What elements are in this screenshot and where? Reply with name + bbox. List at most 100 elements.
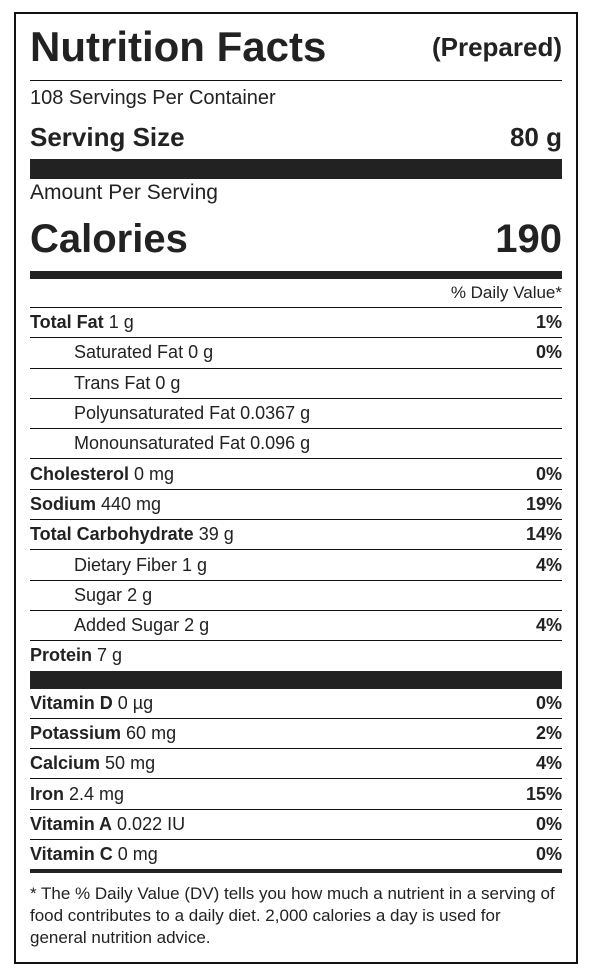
nutrient-row: Added Sugar 2 g 4% bbox=[30, 609, 562, 640]
nutrient-amount: 1 g bbox=[108, 312, 134, 333]
nutrient-amount: 60 mg bbox=[126, 723, 177, 743]
nutrient-name: Protein bbox=[30, 645, 93, 666]
nutrient: Total Carbohydrate 39 g bbox=[30, 524, 234, 545]
nutrient-row: Total Carbohydrate 39 g 14% bbox=[30, 519, 562, 549]
nutrient-amount: 0 g bbox=[188, 342, 214, 363]
nutrient-amount: 0.022 IU bbox=[117, 813, 186, 834]
nutrient-row: Vitamin C 0 mg 0% bbox=[30, 839, 562, 869]
nutrient-name: Vitamin A bbox=[30, 813, 113, 834]
nutrient-name: Vitamin C bbox=[30, 844, 113, 865]
nutrient: Vitamin D 0 µg bbox=[30, 693, 153, 714]
nutrient-amount: 0.096 g bbox=[250, 433, 311, 454]
nutrient: Trans Fat 0 g bbox=[74, 373, 180, 394]
nutrient-amount: 440 mg bbox=[101, 493, 162, 514]
dv-heading-row: % Daily Value* bbox=[30, 279, 562, 307]
daily-value: 19% bbox=[525, 493, 562, 514]
calories-row: Calories 190 bbox=[30, 207, 562, 271]
nutrient: Vitamin C 0 mg bbox=[30, 844, 158, 865]
nutrient-name: Sugar bbox=[74, 584, 123, 605]
nutrient-name: Sodium bbox=[30, 493, 96, 514]
nutrient: Added Sugar 2 g bbox=[74, 615, 209, 636]
nutrient-name: Monounsaturated Fat bbox=[74, 433, 246, 454]
nutrients: Total Fat 1 g 1% Saturated Fat 0 g 0% Trans … bbox=[30, 307, 562, 671]
servings-row: 108 Servings Per Container bbox=[30, 81, 562, 115]
dv-heading: % Daily Value* bbox=[450, 283, 562, 302]
nutrient-row: Protein 7 g bbox=[30, 640, 562, 670]
nutrient-row: Monounsaturated Fat 0.096 g bbox=[30, 428, 562, 458]
daily-value: 4% bbox=[535, 753, 562, 774]
daily-value: 0% bbox=[535, 813, 562, 834]
nutrient-row: Polyunsaturated Fat 0.0367 g bbox=[30, 397, 562, 428]
servings: 108 Servings Per Container bbox=[30, 86, 276, 109]
nutrition-label: Nutrition Facts (Prepared) 108 Servings … bbox=[14, 12, 578, 964]
nutrient: Saturated Fat 0 g bbox=[74, 342, 213, 363]
nutrient: Total Fat 1 g bbox=[30, 312, 134, 333]
nutrient-row: Potassium 60 mg 2% bbox=[30, 717, 562, 748]
daily-value: 0% bbox=[535, 844, 562, 865]
nutrient: Cholesterol 0 mg bbox=[30, 464, 174, 485]
nutrient-row: Total Fat 1 g 1% bbox=[30, 307, 562, 337]
footnote: * The % Daily Value (DV) tells you how m… bbox=[30, 884, 555, 948]
nutrient-amount: 0 g bbox=[155, 372, 181, 393]
serving-size: 80 g bbox=[509, 121, 562, 152]
nutrient: Sugar 2 g bbox=[74, 585, 152, 606]
daily-value: 4% bbox=[535, 615, 562, 636]
nutrient: Vitamin A 0.022 IU bbox=[30, 814, 185, 835]
nutrient-amount: 0 mg bbox=[134, 463, 175, 484]
nutrient-row: Calcium 50 mg 4% bbox=[30, 748, 562, 778]
nutrient-row: Vitamin A 0.022 IU 0% bbox=[30, 808, 562, 839]
nutrient-row: Iron 2.4 mg 15% bbox=[30, 778, 562, 808]
nutrient-amount: 39 g bbox=[198, 524, 234, 545]
nutrient-name: Added Sugar bbox=[74, 615, 180, 636]
nutrient-name: Trans Fat bbox=[74, 372, 151, 393]
nutrient: Dietary Fiber 1 g bbox=[74, 555, 207, 576]
daily-value: 0% bbox=[535, 342, 562, 363]
nutrient-amount: 0.0367 g bbox=[240, 403, 311, 424]
title: Nutrition Facts bbox=[30, 23, 327, 70]
amount-heading: Amount Per Serving bbox=[30, 181, 218, 204]
nutrient-row: Sodium 440 mg 19% bbox=[30, 488, 562, 519]
nutrient-row: Trans Fat 0 g bbox=[30, 367, 562, 398]
divider bbox=[30, 670, 562, 689]
nutrient-name: Iron bbox=[30, 783, 64, 804]
nutrient-amount: 1 g bbox=[182, 554, 208, 575]
daily-value: 14% bbox=[525, 524, 562, 545]
nutrient-amount: 7 g bbox=[97, 645, 123, 666]
divider bbox=[30, 159, 562, 179]
nutrient: Monounsaturated Fat 0.096 g bbox=[74, 433, 310, 454]
serving-size-label: Serving Size bbox=[30, 121, 185, 152]
nutrient-amount: 0 µg bbox=[117, 692, 154, 713]
nutrient-name: Saturated Fat bbox=[74, 342, 184, 363]
nutrient-name: Polyunsaturated Fat bbox=[74, 403, 236, 424]
nutrient-name: Dietary Fiber bbox=[74, 554, 178, 575]
nutrient: Potassium 60 mg bbox=[30, 723, 176, 744]
divider bbox=[30, 271, 562, 279]
nutrient-amount: 2 g bbox=[184, 615, 210, 636]
nutrient: Sodium 440 mg bbox=[30, 494, 161, 515]
nutrient-name: Cholesterol bbox=[30, 463, 130, 484]
calories-value: 190 bbox=[495, 216, 562, 261]
nutrient: Protein 7 g bbox=[30, 645, 122, 666]
nutrient-name: Potassium bbox=[30, 723, 122, 743]
nutrient-amount: 50 mg bbox=[105, 753, 156, 774]
nutrient-name: Total Fat bbox=[30, 312, 104, 333]
calories-label: Calories bbox=[30, 216, 188, 261]
nutrient-amount: 2.4 mg bbox=[69, 783, 125, 804]
nutrient: Polyunsaturated Fat 0.0367 g bbox=[74, 403, 310, 424]
vitamins: Vitamin D 0 µg 0% Potassium 60 mg 2% Calcium… bbox=[30, 689, 562, 870]
nutrient-amount: 0 mg bbox=[117, 844, 158, 865]
nutrient-row: Dietary Fiber 1 g 4% bbox=[30, 549, 562, 579]
qualifier: (Prepared) bbox=[431, 31, 562, 62]
daily-value: 1% bbox=[535, 312, 562, 333]
daily-value: 4% bbox=[535, 554, 562, 575]
nutrient: Calcium 50 mg bbox=[30, 753, 155, 774]
nutrient-name: Total Carbohydrate bbox=[30, 524, 194, 545]
serving-size-row: Serving Size 80 g bbox=[30, 115, 562, 159]
daily-value: 0% bbox=[535, 692, 562, 713]
nutrient: Iron 2.4 mg bbox=[30, 784, 124, 805]
nutrient-row: Cholesterol 0 mg 0% bbox=[30, 458, 562, 488]
daily-value: 15% bbox=[525, 783, 562, 804]
title-row: Nutrition Facts (Prepared) bbox=[30, 14, 562, 81]
amount-heading-row: Amount Per Serving bbox=[30, 179, 562, 207]
nutrient-row: Saturated Fat 0 g 0% bbox=[30, 337, 562, 367]
